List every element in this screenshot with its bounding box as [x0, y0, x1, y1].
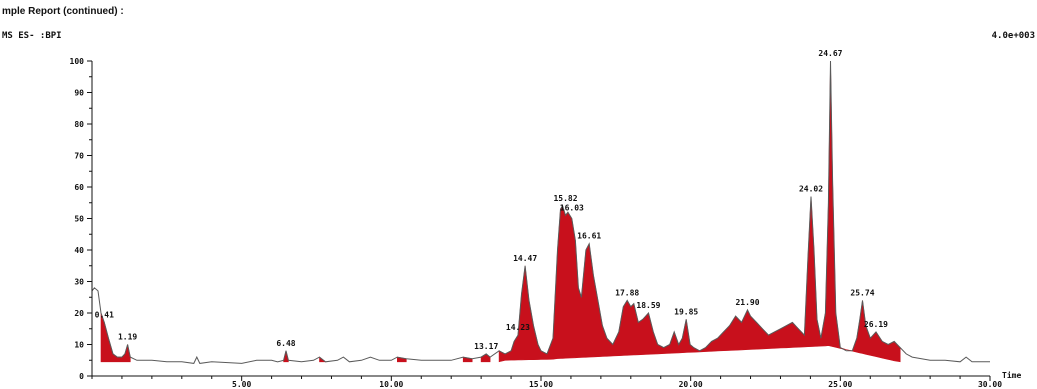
peak-label: 13.17 — [474, 342, 498, 351]
x-tick-label: 30.00 — [978, 380, 1002, 389]
x-tick-group: 5.00 10.00 15.00 20.00 25.00 30.00 — [91, 376, 1002, 389]
peak-fill-group — [100, 60, 901, 363]
intensity-scale-label: 4.0e+003 — [991, 31, 1035, 41]
peak-label: 1.19 — [118, 333, 137, 342]
x-tick-label: 25.00 — [828, 380, 852, 389]
peak-label: 17.88 — [615, 288, 639, 297]
signal-label: MS ES- :BPI — [2, 31, 62, 41]
y-tick-label: 60 — [74, 183, 84, 192]
peak-label: 18.59 — [636, 301, 660, 310]
peak-label: 0.41 — [95, 310, 114, 319]
y-tick-label: 10 — [74, 341, 84, 350]
x-tick-label: 15.00 — [529, 380, 553, 389]
y-tick-label: 0 — [79, 372, 84, 381]
y-tick-label: 100 — [70, 57, 85, 66]
peak-label: 14.47 — [513, 254, 537, 263]
report-title: mple Report (continued) : — [2, 6, 124, 17]
peak-label: 21.90 — [735, 298, 759, 307]
peak-label: 25.74 — [850, 288, 874, 297]
y-tick-label: 80 — [74, 120, 84, 129]
peak-label: 24.02 — [799, 184, 823, 193]
x-tick-label: 5.00 — [232, 380, 251, 389]
peak-label: 24.67 — [818, 49, 842, 58]
peak-label: 14.23 — [506, 323, 530, 332]
peak-label: 26.19 — [864, 320, 888, 329]
y-tick-group: 0 10 20 30 40 50 60 70 80 90 100 — [70, 57, 92, 381]
y-tick-label: 70 — [74, 152, 84, 161]
x-tick-label: 20.00 — [679, 380, 703, 389]
peak-label: 16.61 — [577, 232, 601, 241]
y-tick-label: 20 — [74, 309, 84, 318]
y-tick-label: 40 — [74, 246, 84, 255]
x-axis-label: Time — [1002, 370, 1021, 380]
peak-label: 19.85 — [674, 307, 698, 316]
peak-label: 15.82 — [553, 194, 577, 203]
x-tick-label: 10.00 — [379, 380, 403, 389]
y-tick-label: 50 — [74, 215, 84, 224]
y-tick-label: 30 — [74, 278, 84, 287]
chromatogram-trace — [91, 60, 990, 364]
y-tick-label: 90 — [74, 89, 84, 98]
peak-label: 16.03 — [560, 203, 584, 212]
peak-area — [480, 353, 491, 363]
peak-label: 6.48 — [276, 339, 295, 348]
